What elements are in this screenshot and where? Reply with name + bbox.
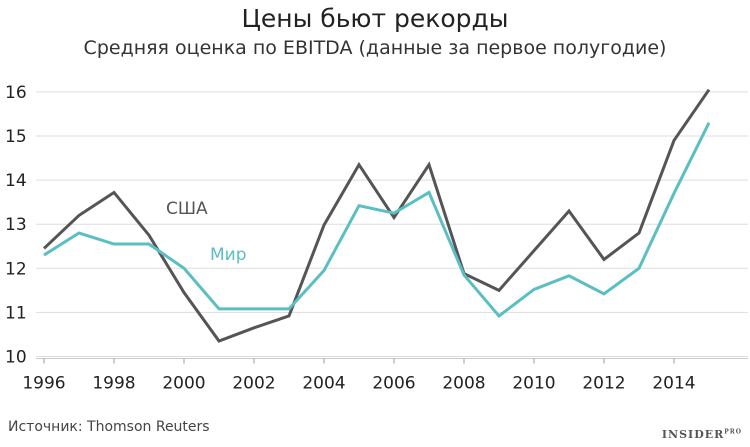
x-tick-label: 1998 — [92, 374, 135, 394]
series-line-world — [43, 122, 711, 318]
series-label-usa: США — [166, 199, 208, 219]
series-layer — [42, 88, 711, 343]
series-label-world: Мир — [210, 245, 247, 265]
source-note: Источник: Thomson Reuters — [8, 419, 210, 435]
x-tick-label: 2010 — [512, 374, 555, 394]
y-tick-label: 13 — [5, 215, 27, 235]
grid-layer — [36, 91, 748, 364]
brand-logo: INSIDERPRO — [662, 428, 742, 441]
x-tick-label: 2012 — [582, 374, 625, 394]
x-tick-label: 1996 — [22, 374, 65, 394]
y-tick-label: 15 — [5, 127, 27, 147]
brand-sup: PRO — [724, 428, 742, 436]
chart-title: Цены бьют рекорды — [241, 4, 509, 33]
series-line-usa — [42, 88, 711, 343]
y-tick-label: 11 — [5, 303, 27, 323]
x-tick-label: 2000 — [162, 374, 205, 394]
chart-subtitle: Средняя оценка по EBITDA (данные за перв… — [83, 37, 667, 59]
x-tick-label: 2004 — [302, 374, 345, 394]
y-tick-label: 14 — [5, 171, 27, 191]
y-tick-label: 10 — [5, 348, 27, 368]
x-tick-label: 2014 — [652, 374, 695, 394]
y-tick-label: 12 — [5, 259, 27, 279]
y-tick-label: 16 — [5, 83, 27, 103]
brand-name: INSIDER — [661, 428, 725, 441]
x-tick-label: 2008 — [442, 374, 485, 394]
label-layer: 10 11 12 13 14 15 16 1996 1998 2000 2002 2004 2006 20… — [5, 83, 696, 394]
x-tick-label: 2002 — [232, 374, 275, 394]
x-tick-label: 2006 — [372, 374, 415, 394]
